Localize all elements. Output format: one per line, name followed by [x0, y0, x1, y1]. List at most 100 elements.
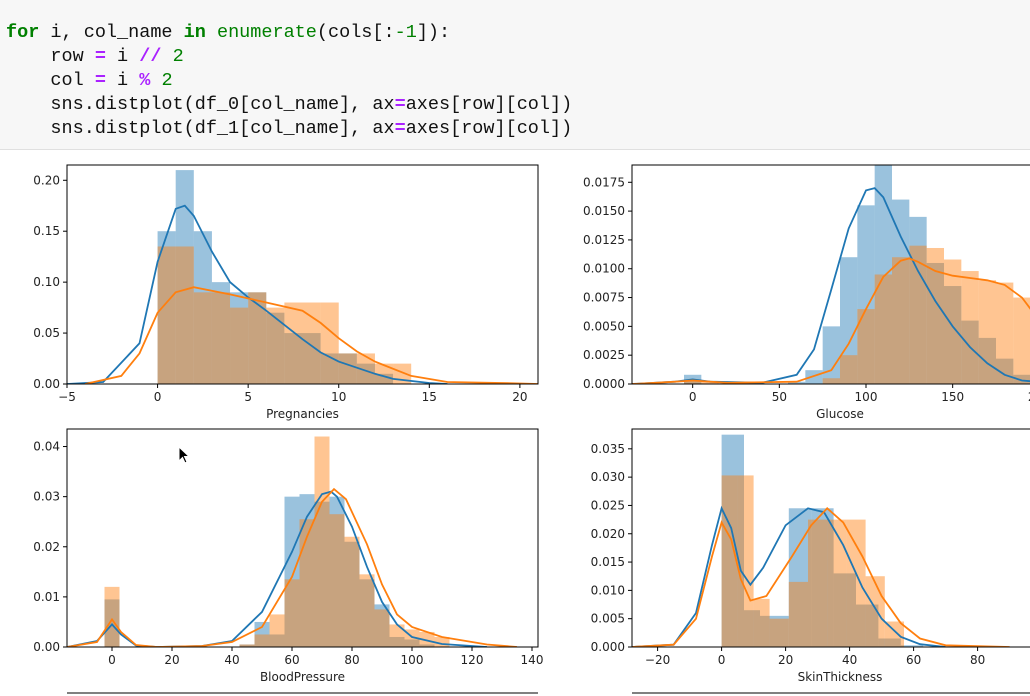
y-tick-label: 0.0125 [583, 233, 625, 247]
subplot-skinthickness: −200204060801000.0000.0050.0100.0150.020… [591, 428, 1030, 684]
histogram-bar [822, 378, 840, 384]
y-tick-label: 0.04 [33, 440, 60, 454]
histogram-bar [329, 514, 345, 647]
y-tick-label: 0.00 [33, 377, 60, 391]
x-tick-label: 100 [401, 653, 424, 667]
code-token: (cols[: [316, 22, 395, 43]
histogram-bar [961, 320, 979, 384]
x-tick-label: 120 [461, 653, 484, 667]
histogram-bar [769, 618, 789, 647]
code-line[interactable]: sns.distplot(df_0[col_name], ax=axes[row… [6, 94, 572, 115]
histogram-bar [175, 246, 194, 384]
histogram-bar [299, 494, 315, 647]
y-tick-label: 0.00 [33, 640, 60, 654]
histogram-bar [840, 257, 858, 384]
histogram-bar [299, 519, 315, 647]
histogram-bar [909, 216, 927, 384]
code-line[interactable]: col = i % 2 [6, 70, 173, 91]
code-token: for [6, 22, 40, 43]
code-token: = [394, 118, 406, 139]
y-tick-label: 0.05 [33, 326, 60, 340]
histogram-bar [314, 436, 330, 647]
code-token: sns.distplot(df_0[col_name], ax [6, 94, 395, 115]
histogram-bar [266, 307, 285, 384]
histogram-bar [314, 501, 330, 647]
code-token: % [139, 70, 151, 91]
x-tick-label: −20 [645, 653, 670, 667]
histogram-bar [822, 326, 840, 384]
y-tick-label: 0.015 [591, 555, 625, 569]
x-tick-label: 150 [941, 390, 964, 404]
histogram-bar [389, 636, 405, 647]
histogram-bar [302, 333, 321, 384]
x-tick-label: 200 [1028, 390, 1030, 404]
histogram-bar [374, 373, 394, 384]
y-tick-label: 0.0175 [583, 175, 625, 189]
code-token: 2 [161, 70, 173, 91]
x-tick-label: 5 [244, 390, 252, 404]
histogram-bar [846, 519, 866, 647]
code-token: -1 [394, 22, 417, 43]
histogram-bar [344, 541, 360, 647]
y-tick-label: 0.010 [591, 583, 625, 597]
histogram-bar [230, 307, 249, 384]
code-token: col [6, 70, 95, 91]
y-tick-label: 0.005 [591, 612, 625, 626]
kde-line [67, 487, 518, 647]
histogram-bar [753, 598, 770, 647]
x-tick-label: −5 [58, 390, 76, 404]
histogram-bar [157, 231, 176, 384]
histogram-bar [878, 638, 901, 647]
axes-frame [66, 164, 539, 385]
y-tick-label: 0.01 [33, 590, 60, 604]
kde-line [632, 507, 1010, 647]
histogram-bar [389, 624, 405, 647]
code-token [150, 70, 161, 91]
histogram-bar [359, 574, 375, 647]
histogram-bar [788, 508, 812, 647]
y-tick-label: 0.0050 [583, 319, 625, 333]
x-tick-label: 60 [284, 653, 299, 667]
x-tick-label: 60 [906, 653, 921, 667]
axes-frame [66, 428, 539, 648]
histogram-bar [827, 519, 847, 647]
code-token: 2 [172, 46, 184, 67]
code-cell[interactable]: for i, col_name in enumerate(cols[:-1]):… [0, 0, 1030, 150]
histogram-bar [175, 170, 194, 384]
histogram-bar [269, 634, 285, 647]
histogram-bar [254, 634, 270, 647]
histogram-bar [788, 381, 806, 384]
histogram-bar [701, 381, 719, 384]
histogram-bar [419, 631, 435, 647]
histogram-bar [808, 519, 828, 647]
y-tick-label: 0.020 [591, 527, 625, 541]
x-tick-label: 20 [778, 653, 793, 667]
y-tick-label: 0.02 [33, 540, 60, 554]
y-tick-label: 0.030 [591, 470, 625, 484]
code-token: i [105, 46, 140, 67]
code-token [161, 46, 172, 67]
histogram-bar [744, 610, 760, 647]
histogram-bar [239, 644, 255, 647]
code-token: row [6, 46, 95, 67]
histogram-bar [284, 333, 303, 384]
histogram-bar [996, 282, 1014, 384]
histogram-bar [857, 309, 875, 384]
code-line[interactable]: row = i // 2 [6, 46, 184, 67]
x-tick-label: 0 [689, 390, 697, 404]
code-line[interactable]: sns.distplot(df_1[col_name], ax=axes[row… [6, 118, 572, 139]
mouse-cursor-icon [178, 446, 191, 464]
histogram-bar [320, 302, 339, 384]
histogram-bar [338, 353, 357, 384]
kde-line [632, 257, 1030, 384]
y-tick-label: 0.035 [591, 442, 625, 456]
code-token: axes[row][col]) [405, 118, 573, 139]
histogram-bar [978, 337, 996, 384]
x-tick-label: 0 [108, 653, 116, 667]
histogram-bar [856, 604, 879, 647]
histogram-bar [404, 639, 420, 647]
code-line[interactable]: for i, col_name in enumerate(cols[:-1]): [6, 22, 450, 43]
histogram-bar [302, 302, 321, 384]
histogram-bar [721, 434, 744, 647]
code-token: in [183, 22, 206, 43]
